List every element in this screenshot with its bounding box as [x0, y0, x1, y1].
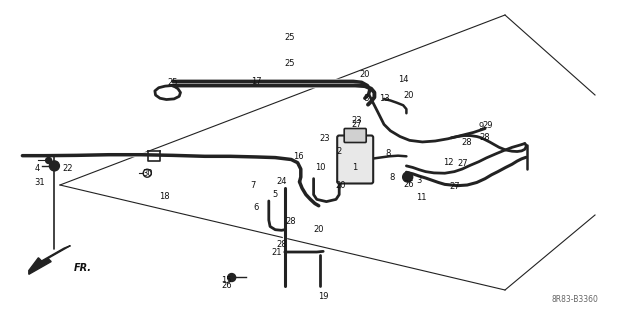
Text: 28: 28 [276, 241, 287, 249]
Text: 25: 25 [284, 33, 294, 42]
Text: 21: 21 [271, 249, 282, 257]
Circle shape [49, 161, 60, 171]
Text: 23: 23 [352, 116, 362, 125]
Text: 9: 9 [479, 122, 484, 130]
Text: 20: 20 [335, 181, 346, 189]
Text: 25: 25 [168, 78, 178, 87]
Text: 8: 8 [389, 173, 394, 182]
Polygon shape [29, 246, 70, 274]
Text: 13: 13 [379, 94, 389, 103]
Text: 17: 17 [251, 77, 261, 86]
Text: 26: 26 [403, 180, 413, 189]
Text: 29: 29 [483, 121, 493, 130]
Text: 24: 24 [276, 177, 287, 186]
Text: 20: 20 [314, 225, 324, 234]
Text: 27: 27 [352, 120, 362, 129]
Text: 8: 8 [385, 149, 390, 158]
Circle shape [45, 158, 52, 163]
FancyBboxPatch shape [337, 136, 373, 183]
Text: 8: 8 [364, 94, 369, 103]
Text: 30: 30 [142, 169, 152, 178]
Text: 7: 7 [250, 181, 255, 189]
Circle shape [228, 273, 236, 282]
Text: 15: 15 [221, 276, 231, 285]
Text: 20: 20 [360, 70, 370, 79]
Text: 27: 27 [458, 159, 468, 168]
Text: 28: 28 [462, 138, 472, 147]
Text: 16: 16 [294, 152, 304, 161]
Text: 1: 1 [353, 163, 358, 172]
Text: 20: 20 [403, 91, 413, 100]
Circle shape [403, 172, 413, 182]
Text: 18: 18 [159, 192, 170, 201]
Text: 22: 22 [62, 164, 72, 173]
Text: 25: 25 [284, 59, 294, 68]
Text: 31: 31 [35, 178, 45, 187]
Text: 3: 3 [417, 176, 422, 185]
Text: FR.: FR. [74, 263, 92, 273]
Text: 26: 26 [222, 281, 232, 290]
Text: 4: 4 [35, 164, 40, 173]
Text: 6: 6 [253, 203, 259, 212]
Text: 28: 28 [480, 133, 490, 142]
Text: 28: 28 [286, 217, 296, 226]
Text: 19: 19 [318, 292, 328, 301]
Text: 2: 2 [337, 147, 342, 156]
Text: 10: 10 [315, 163, 325, 172]
Text: 8R83-B3360: 8R83-B3360 [552, 295, 598, 304]
Text: 23: 23 [319, 134, 330, 143]
Text: 27: 27 [449, 182, 460, 191]
Text: 14: 14 [398, 75, 408, 84]
Text: 5: 5 [273, 190, 278, 199]
FancyBboxPatch shape [344, 129, 366, 143]
Text: 11: 11 [416, 193, 426, 202]
Text: 12: 12 [443, 158, 453, 167]
